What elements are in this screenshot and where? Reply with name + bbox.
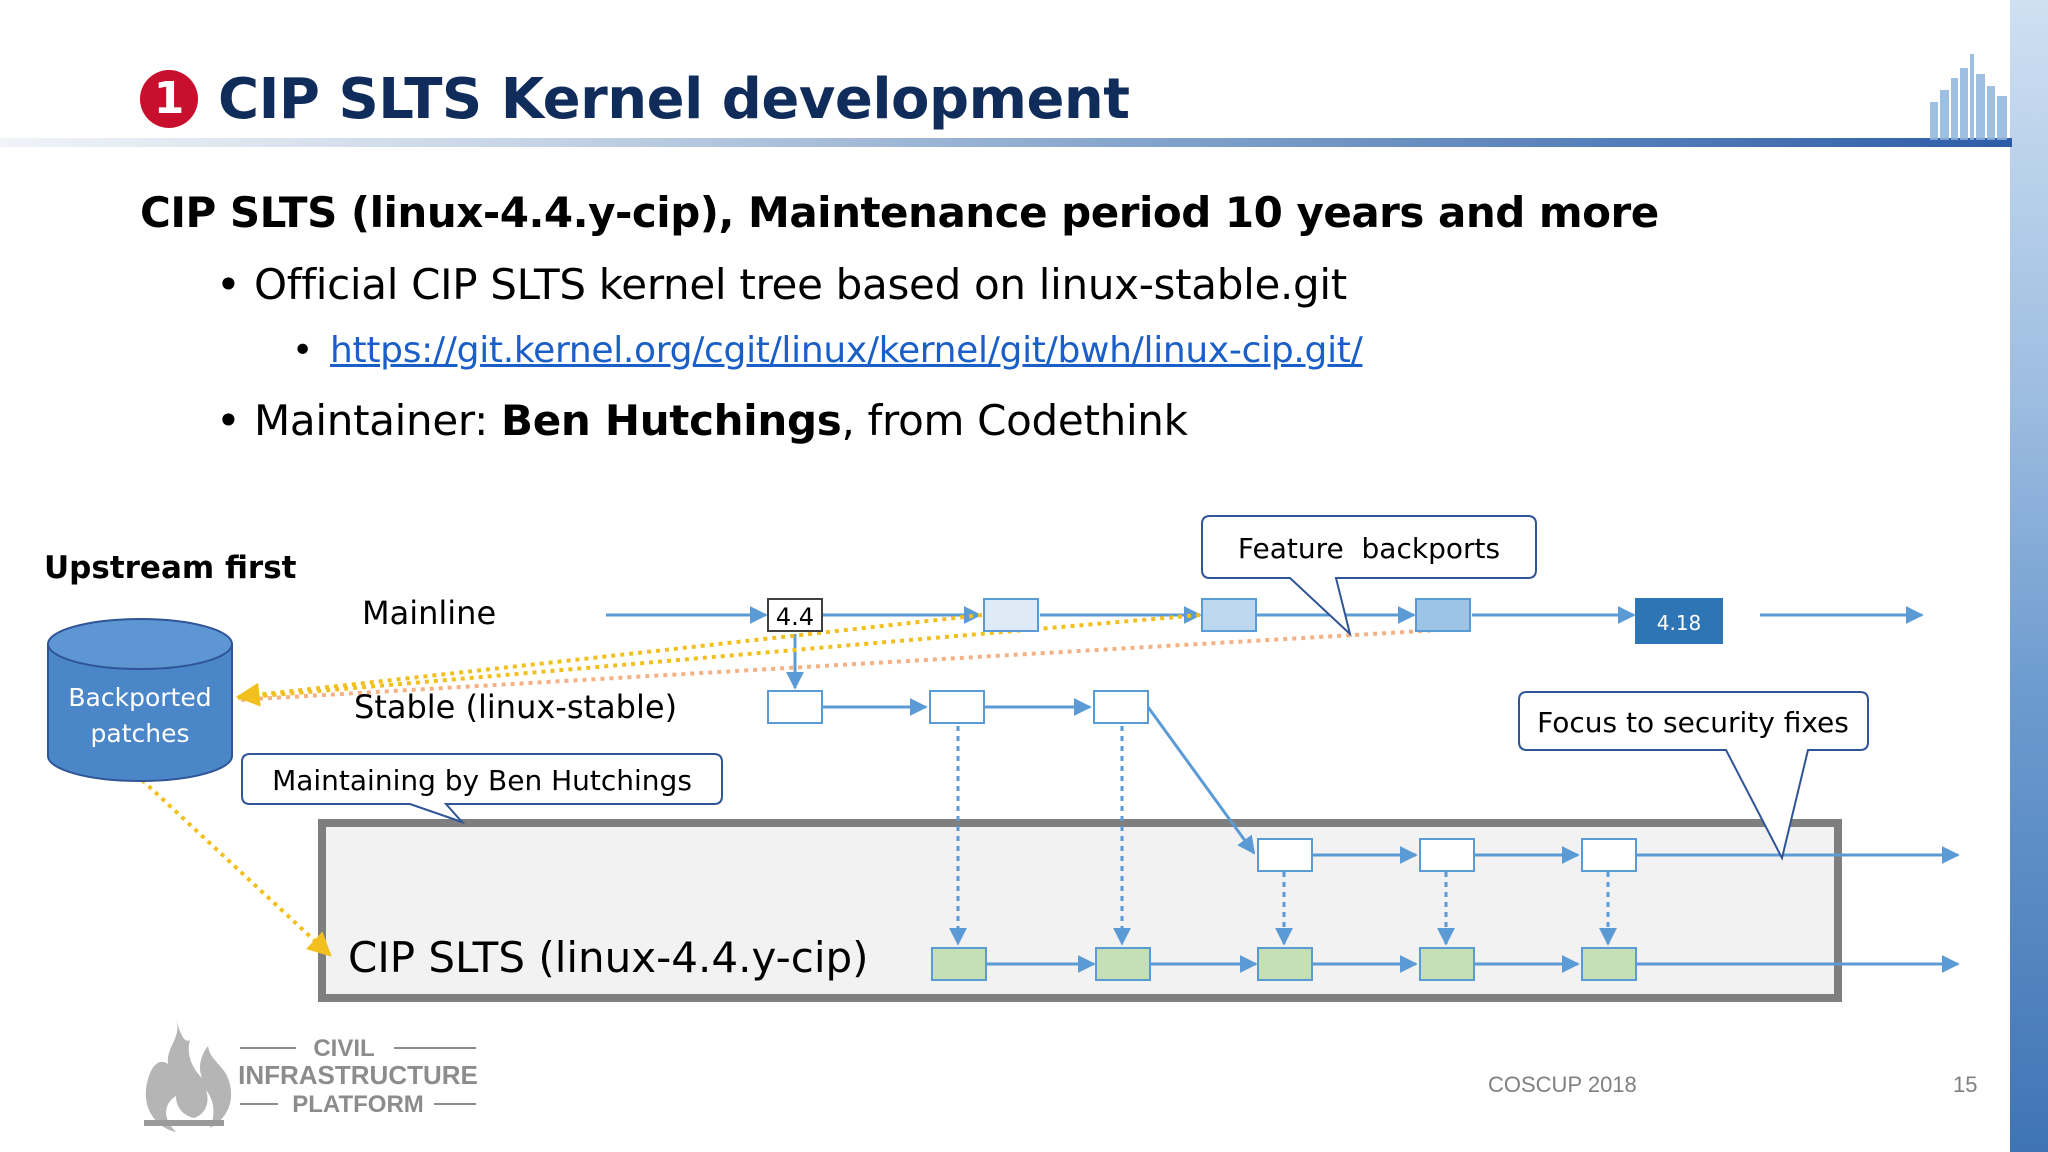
brand-line3: PLATFORM	[292, 1091, 424, 1118]
bullet-dot: •	[292, 330, 313, 371]
feature-backports-text: Feature backports	[1238, 532, 1500, 565]
cip-slts-label: CIP SLTS (linux-4.4.y-cip)	[348, 933, 869, 982]
cip-logo: CIVIL INFRASTRUCTURE PLATFORM	[144, 1020, 478, 1132]
title-underline	[0, 138, 2012, 147]
maintainer-name: Ben Hutchings	[501, 396, 842, 445]
mainline-commit	[983, 598, 1039, 632]
footer-event: COSCUP 2018	[1488, 1072, 1637, 1097]
city-skyline-icon	[1930, 54, 2007, 140]
maintainer-suffix: , from Codethink	[841, 396, 1188, 445]
commit-4-18	[1635, 598, 1723, 644]
version-4-4-label: 4.4	[776, 603, 814, 631]
cip-commit	[1419, 947, 1475, 981]
cip-commit	[1095, 947, 1151, 981]
cip-commit	[1581, 947, 1637, 981]
stable-commit	[1093, 690, 1149, 724]
cip-commit	[931, 947, 987, 981]
bullet-url: • https://git.kernel.org/cgit/linux/kerne…	[292, 330, 1363, 371]
bullet-dot: •	[216, 396, 241, 445]
flame-icon	[144, 1020, 232, 1132]
security-commit	[1419, 838, 1475, 872]
security-fixes-text: Focus to security fixes	[1537, 706, 1849, 739]
security-commit	[1257, 838, 1313, 872]
mainline-commit	[1201, 598, 1257, 632]
commit-4-4	[767, 598, 823, 632]
maintaining-text: Maintaining by Ben Hutchings	[272, 764, 692, 797]
bullet-text: Official CIP SLTS kernel tree based on l…	[254, 260, 1347, 309]
callout-security-fixes	[1518, 691, 1869, 861]
security-commit	[1581, 838, 1637, 872]
backported-label-line1: Backported	[68, 683, 211, 712]
page-number: 15	[1953, 1072, 1978, 1097]
title-row: 1 CIP SLTS Kernel development	[140, 58, 1130, 140]
decorative-side-strip	[2010, 0, 2048, 1152]
maintainer-prefix: Maintainer:	[254, 396, 502, 445]
section-number-badge: 1	[140, 70, 198, 128]
bullet-official-tree: • Official CIP SLTS kernel tree based on …	[216, 260, 1347, 309]
kernel-tree-link[interactable]: https://git.kernel.org/cgit/linux/kernel…	[330, 330, 1363, 371]
brand-line1: CIVIL	[313, 1035, 374, 1062]
section-heading: CIP SLTS (linux-4.4.y-cip), Maintenance …	[140, 188, 1659, 237]
backported-label-line2: patches	[91, 719, 190, 748]
stable-commit	[767, 690, 823, 724]
bullet-maintainer: • Maintainer: Ben Hutchings, from Codethi…	[216, 396, 1188, 445]
upstream-first-label: Upstream first	[44, 550, 297, 586]
backported-patches-cylinder	[47, 618, 233, 782]
mainline-label: Mainline	[362, 594, 496, 632]
brand-line2: INFRASTRUCTURE	[238, 1060, 478, 1090]
bullet-dot: •	[216, 260, 241, 309]
mainline-commit	[1415, 598, 1471, 632]
version-4-18-label: 4.18	[1657, 611, 1702, 635]
slide-title: CIP SLTS Kernel development	[218, 66, 1130, 132]
callout-maintaining	[241, 753, 723, 825]
cip-commit	[1257, 947, 1313, 981]
stable-label: Stable (linux-stable)	[354, 688, 677, 726]
stable-commit	[929, 690, 985, 724]
callout-feature-backports	[1201, 515, 1537, 638]
